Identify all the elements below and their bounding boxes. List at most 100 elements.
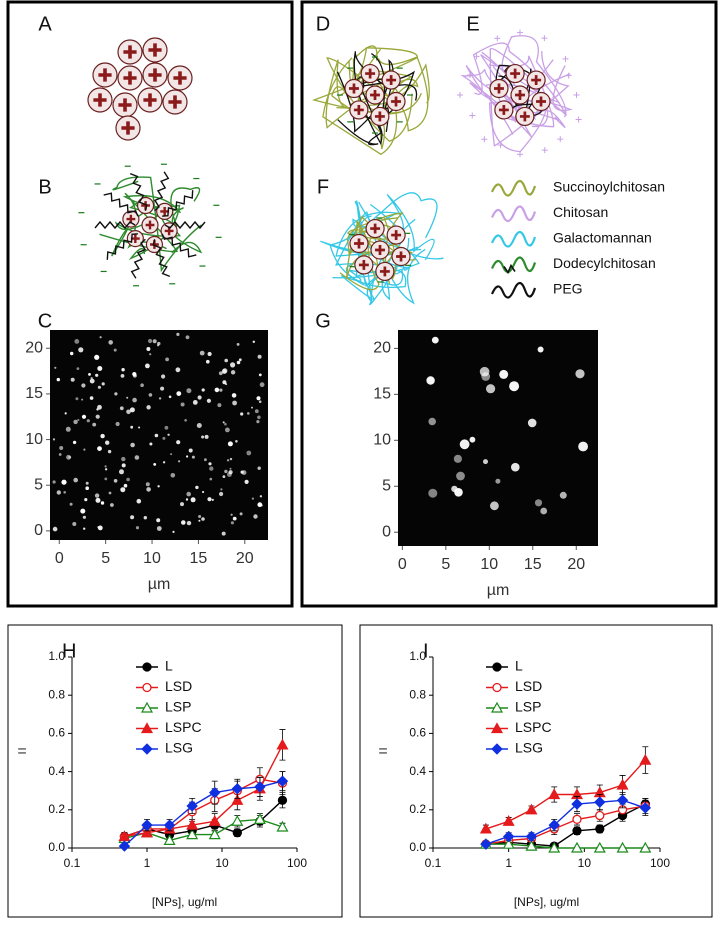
fluorescent-spot bbox=[97, 404, 102, 410]
particle bbox=[510, 85, 530, 105]
alkyl-chain bbox=[129, 172, 148, 211]
legend-swatch bbox=[490, 281, 537, 299]
plus-sign bbox=[118, 98, 132, 112]
micrograph bbox=[398, 330, 598, 546]
fluorescent-spot bbox=[146, 487, 151, 492]
plus-sign bbox=[370, 223, 381, 234]
data-point bbox=[254, 781, 266, 793]
y-tick-label: 0.8 bbox=[48, 687, 65, 701]
data-point bbox=[502, 830, 515, 843]
plus-sign bbox=[148, 68, 162, 82]
data-point bbox=[186, 828, 199, 840]
data-point bbox=[479, 822, 492, 834]
fluorescent-spot bbox=[222, 380, 227, 385]
data-point bbox=[276, 738, 289, 750]
x-tick-label: 5 bbox=[441, 556, 450, 573]
plus-mark bbox=[473, 53, 480, 60]
legend-marker bbox=[141, 743, 153, 755]
x-tick-label: 20 bbox=[567, 556, 585, 573]
y-tick-label: 10 bbox=[373, 432, 391, 449]
alkyl-chain bbox=[103, 192, 139, 217]
fluorescent-spot bbox=[72, 522, 77, 526]
data-point bbox=[595, 810, 605, 821]
x-tick-label: 0.1 bbox=[64, 856, 81, 870]
fluorescent-spot bbox=[180, 502, 184, 507]
fluorescent-spot bbox=[113, 348, 117, 352]
particle bbox=[112, 92, 138, 118]
plus-sign bbox=[164, 226, 174, 236]
particle bbox=[531, 91, 551, 112]
fluorescent-spot bbox=[149, 442, 153, 446]
legend-label: LSD bbox=[165, 678, 192, 694]
plus-sign bbox=[354, 238, 364, 249]
panel-label: A bbox=[38, 13, 52, 35]
fluorescent-spot bbox=[253, 514, 258, 519]
fluorescent-spot bbox=[258, 373, 262, 377]
plus-sign bbox=[396, 251, 406, 262]
legend-label: LSG bbox=[165, 740, 193, 756]
x-tick-label: 0 bbox=[55, 550, 64, 567]
x-tick-label: 1 bbox=[144, 856, 151, 870]
fluorescent-spot bbox=[95, 497, 101, 503]
polymer-chain bbox=[322, 57, 405, 156]
fluorescent-spot bbox=[235, 440, 238, 443]
fluorescent-spot bbox=[92, 422, 97, 427]
fluorescent-spot bbox=[132, 397, 137, 403]
fluorescent-spot bbox=[220, 488, 223, 491]
fluorescent-spot bbox=[126, 409, 131, 415]
fluorescent-spot bbox=[70, 377, 75, 382]
fluorescent-spot bbox=[232, 400, 238, 406]
plus-sign bbox=[391, 96, 401, 107]
fluorescent-spot bbox=[204, 458, 207, 462]
fluorescent-spot bbox=[119, 406, 124, 411]
fluorescent-spot bbox=[230, 521, 234, 525]
x-tick-label: 10 bbox=[578, 856, 592, 870]
polymer-chain bbox=[326, 57, 413, 142]
panel-label: I bbox=[423, 640, 429, 662]
fluorescent-spot bbox=[238, 358, 242, 362]
fluorescent-spot bbox=[214, 387, 220, 393]
fluorescent-spot bbox=[94, 493, 100, 498]
fluorescent-spot bbox=[148, 393, 153, 397]
plus-sign bbox=[150, 240, 159, 249]
fluorescent-spot bbox=[176, 332, 180, 336]
fluorescent-spot bbox=[559, 491, 567, 499]
x-tick-label: 20 bbox=[236, 550, 254, 567]
data-point bbox=[548, 788, 561, 800]
fluorescent-spot bbox=[132, 372, 137, 377]
x-tick-label: 15 bbox=[524, 556, 542, 573]
particle bbox=[115, 115, 141, 141]
alkyl-chain bbox=[162, 190, 194, 217]
fluorescent-spot bbox=[83, 448, 86, 451]
fluorescent-spot bbox=[158, 397, 162, 400]
x-tick-label: 10 bbox=[480, 556, 498, 573]
fluorescent-spot bbox=[225, 383, 228, 386]
plus-mark bbox=[497, 142, 504, 149]
panel-label: C bbox=[38, 310, 52, 332]
fluorescent-spot bbox=[61, 479, 67, 485]
fluorescent-spot bbox=[204, 434, 209, 439]
fluorescent-spot bbox=[181, 520, 186, 525]
y-tick-label: 15 bbox=[373, 386, 391, 403]
particle bbox=[87, 87, 113, 113]
particle bbox=[360, 63, 380, 84]
plus-sign bbox=[93, 93, 107, 107]
fluorescent-spot bbox=[184, 419, 187, 422]
fluorescent-spot bbox=[165, 357, 170, 362]
legend-marker bbox=[492, 662, 502, 672]
fluorescent-spot bbox=[69, 502, 73, 506]
plus-sign bbox=[141, 201, 150, 210]
fluorescent-spot bbox=[161, 374, 166, 379]
fluorescent-spot bbox=[256, 420, 260, 424]
legend-label: L bbox=[165, 658, 173, 674]
legend-label: LSPC bbox=[165, 719, 202, 735]
fluorescent-spot bbox=[167, 433, 170, 436]
chart-frame-i bbox=[359, 624, 713, 918]
legend-label: LSG bbox=[515, 740, 543, 756]
fluorescent-spot bbox=[527, 418, 537, 428]
plus-sign bbox=[353, 105, 364, 115]
fluorescent-spot bbox=[162, 461, 166, 464]
plus-mark bbox=[541, 35, 548, 42]
fluorescent-spot bbox=[240, 412, 244, 416]
particle bbox=[365, 218, 385, 239]
